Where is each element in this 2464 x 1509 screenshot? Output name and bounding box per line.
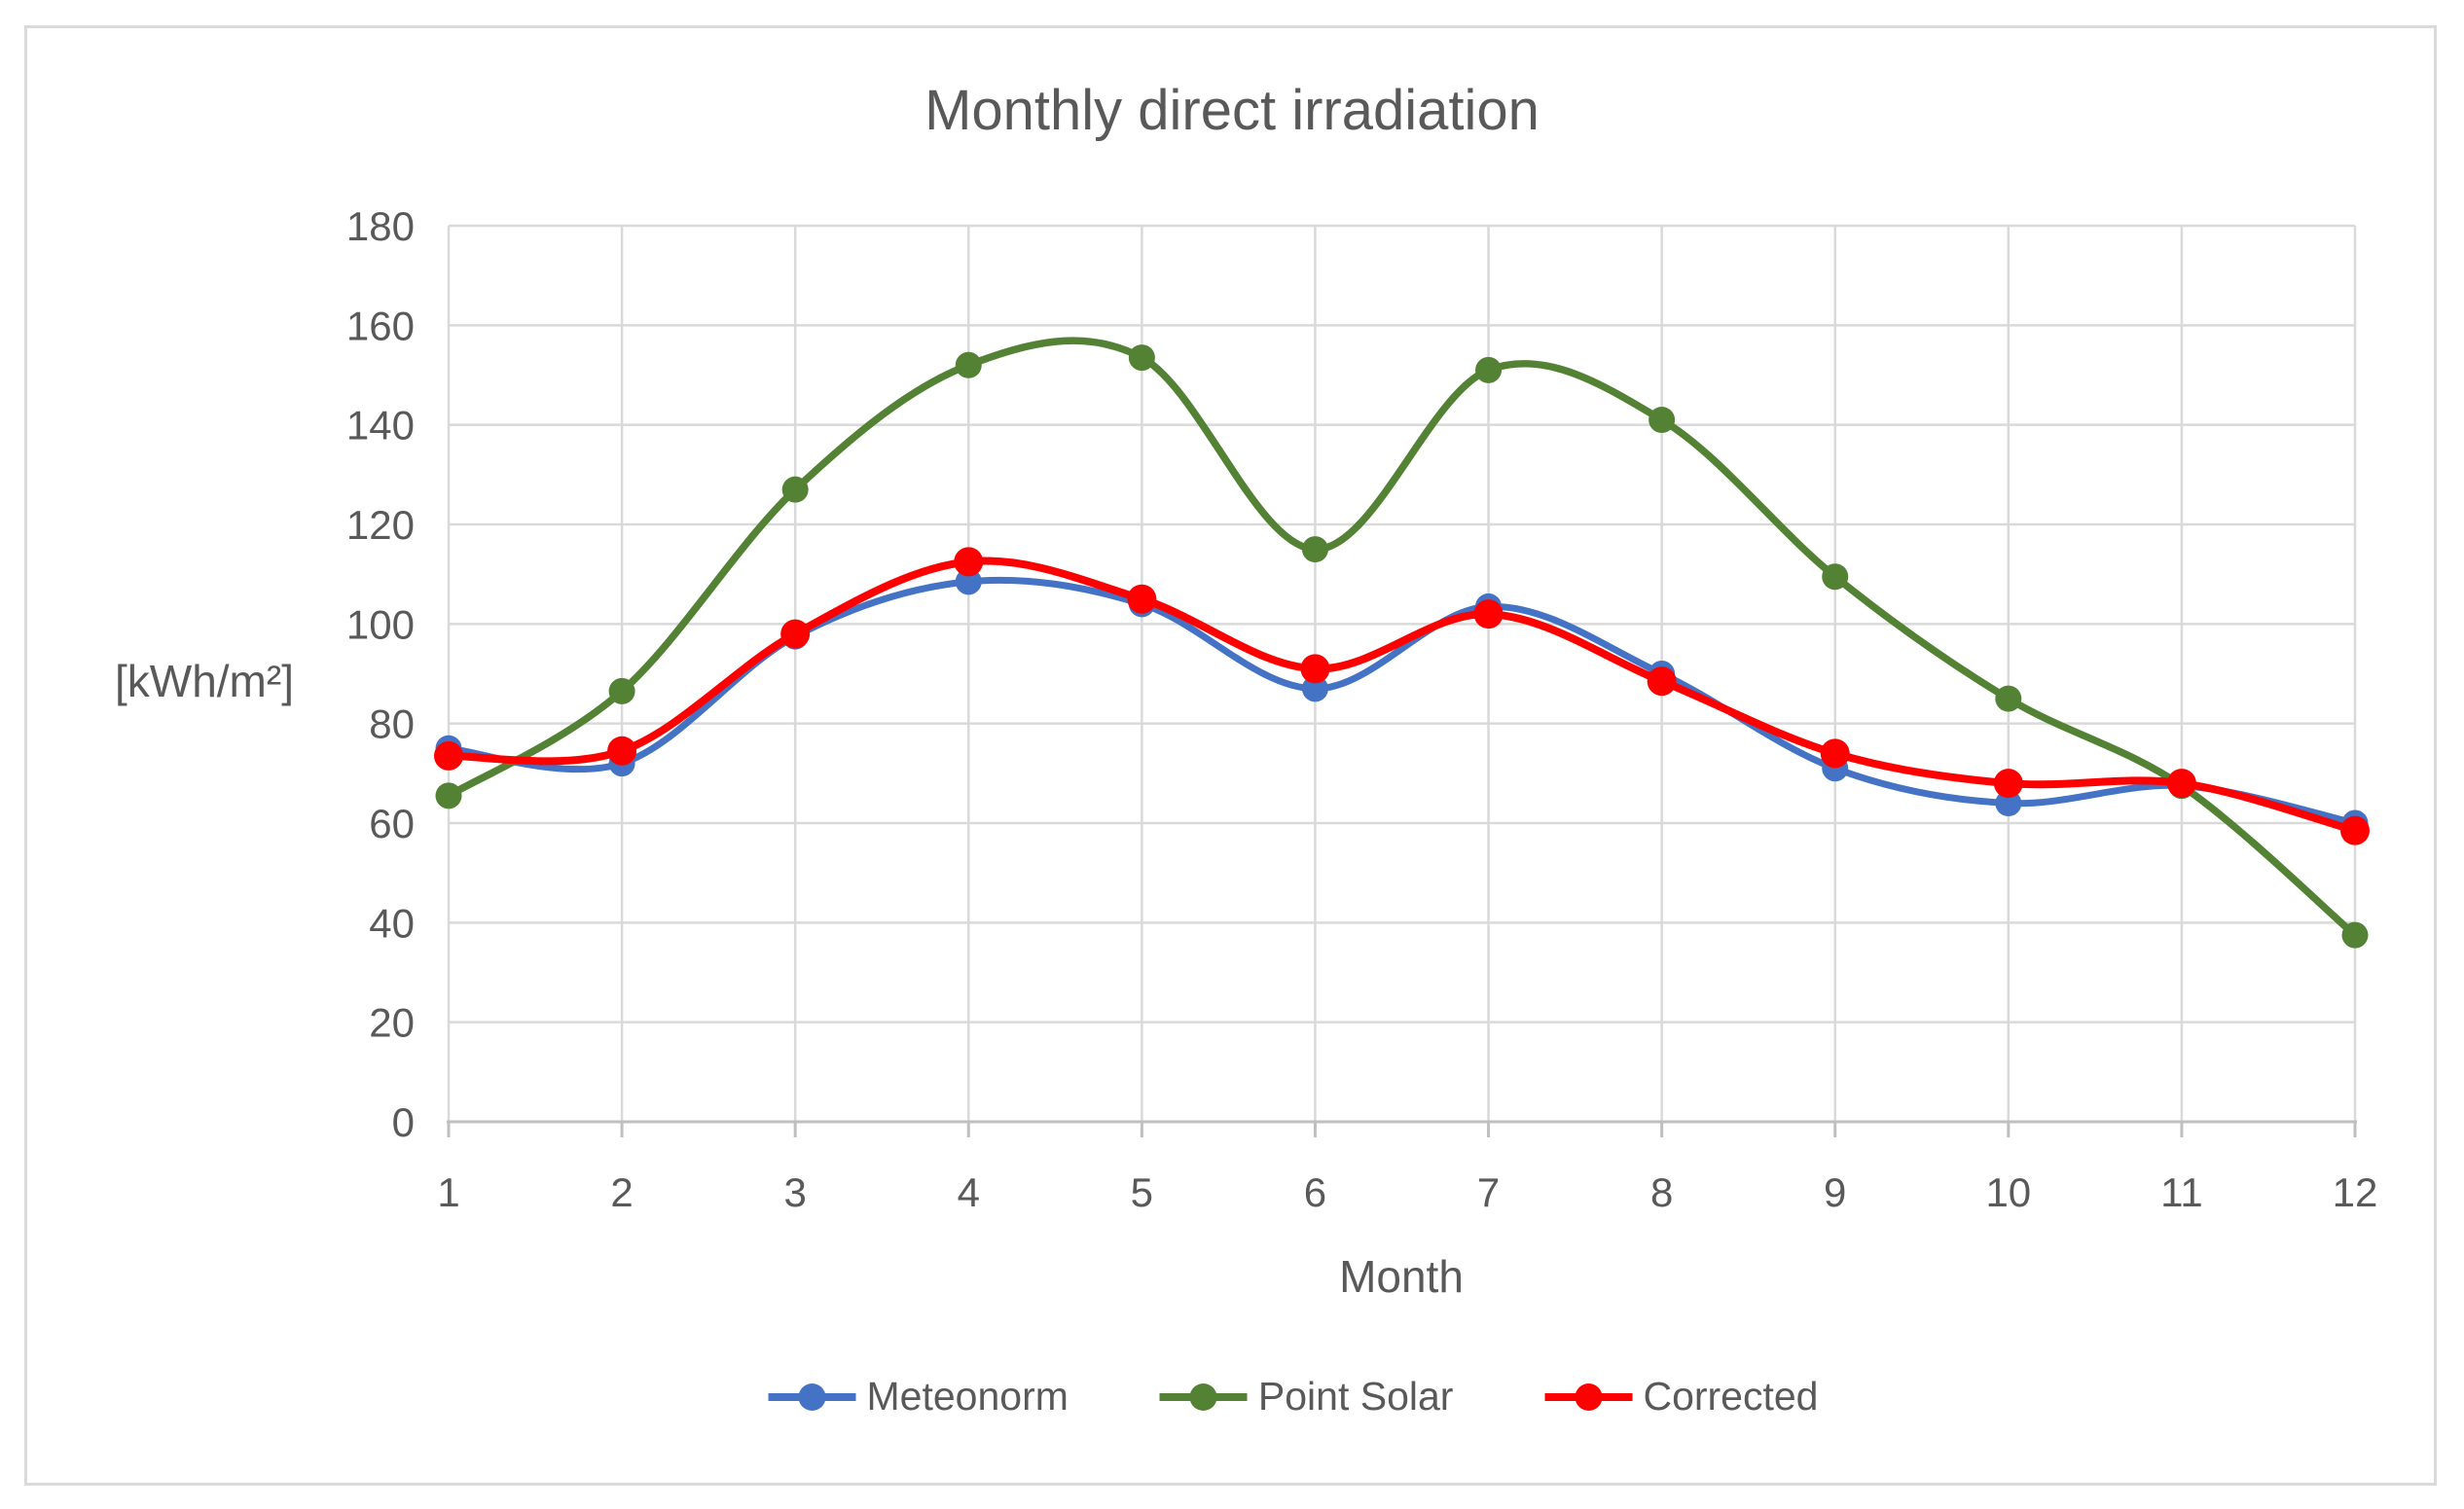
- series-group: [434, 337, 2370, 949]
- legend-item-point-solar[interactable]: Point Solar: [1158, 1374, 1454, 1419]
- x-tick-label: 12: [2333, 1169, 2378, 1215]
- x-tick-label: 2: [610, 1169, 633, 1215]
- data-point-marker: [780, 619, 811, 649]
- data-point-marker: [781, 476, 809, 503]
- data-point-marker: [435, 782, 462, 809]
- y-tick-label: 80: [369, 701, 415, 747]
- y-tick-label: 100: [346, 601, 415, 647]
- data-point-marker: [1473, 599, 1504, 629]
- data-point-marker: [1649, 407, 1676, 434]
- legend-item-meteonorm[interactable]: Meteonorm: [767, 1374, 1069, 1419]
- y-tick-label: 0: [392, 1099, 415, 1145]
- x-tick-label: 11: [2160, 1169, 2203, 1215]
- axis-lines: [447, 1120, 2357, 1137]
- data-point-marker: [2341, 921, 2369, 949]
- y-axis-unit-label: [kWh/m²]: [115, 656, 294, 706]
- data-point-marker: [434, 740, 463, 771]
- series-line-corrected: [445, 557, 2359, 835]
- data-point-marker: [608, 677, 635, 704]
- chart-title: Monthly direct irradiation: [924, 79, 1540, 142]
- data-point-marker: [1995, 685, 2022, 712]
- series-line-point-solar: [445, 337, 2359, 939]
- data-point-marker: [1301, 536, 1328, 563]
- data-point-marker: [954, 547, 984, 577]
- legend-key-icon: [1159, 1383, 1248, 1411]
- data-point-marker: [1127, 584, 1157, 614]
- data-point-marker: [955, 568, 982, 595]
- legend-key-icon: [768, 1383, 856, 1411]
- x-tick-label: 1: [437, 1169, 459, 1215]
- x-tick-label: 5: [1131, 1169, 1153, 1215]
- data-point-marker: [607, 736, 637, 766]
- data-point-marker: [1647, 666, 1677, 697]
- y-tick-label: 20: [369, 1000, 415, 1046]
- data-point-marker: [1301, 675, 1328, 702]
- x-tick-label: 3: [784, 1169, 807, 1215]
- data-point-marker: [1475, 356, 1503, 383]
- x-tick-label: 4: [958, 1169, 980, 1215]
- legend-key-icon: [1544, 1383, 1633, 1411]
- chart-frame: [24, 25, 2437, 1486]
- legend-label: Meteonorm: [866, 1374, 1069, 1419]
- x-tick-label: 6: [1304, 1169, 1326, 1215]
- data-point-marker: [1995, 790, 2022, 817]
- x-tick-label: 8: [1650, 1169, 1673, 1215]
- y-tick-label: 120: [346, 502, 415, 548]
- data-point-marker: [1822, 563, 1849, 591]
- y-tick-label: 180: [346, 203, 415, 249]
- y-tick-label: 40: [369, 900, 415, 946]
- series-meteonorm: [435, 568, 2369, 837]
- legend-label: Point Solar: [1257, 1374, 1454, 1419]
- legend-item-corrected[interactable]: Corrected: [1542, 1374, 1818, 1419]
- legend: Meteonorm Point Solar Corrected: [767, 1374, 1818, 1419]
- data-point-marker: [1128, 344, 1155, 372]
- series-corrected: [434, 547, 2370, 845]
- data-point-marker: [1820, 738, 1850, 769]
- y-tick-label: 140: [346, 403, 415, 449]
- y-tick-label: 60: [369, 801, 415, 846]
- x-tick-label: 10: [1985, 1169, 2031, 1215]
- y-tick-label: 160: [346, 303, 415, 348]
- x-tick-label: 7: [1477, 1169, 1500, 1215]
- x-tick-label: 9: [1824, 1169, 1846, 1215]
- data-point-marker: [1993, 769, 2023, 799]
- data-point-marker: [1300, 654, 1330, 684]
- data-point-marker: [2166, 769, 2196, 799]
- x-axis-title: Month: [1339, 1251, 1464, 1302]
- legend-label: Corrected: [1643, 1374, 1819, 1419]
- series-point-solar: [435, 337, 2369, 949]
- data-point-marker: [955, 351, 982, 378]
- data-point-marker: [2340, 815, 2370, 845]
